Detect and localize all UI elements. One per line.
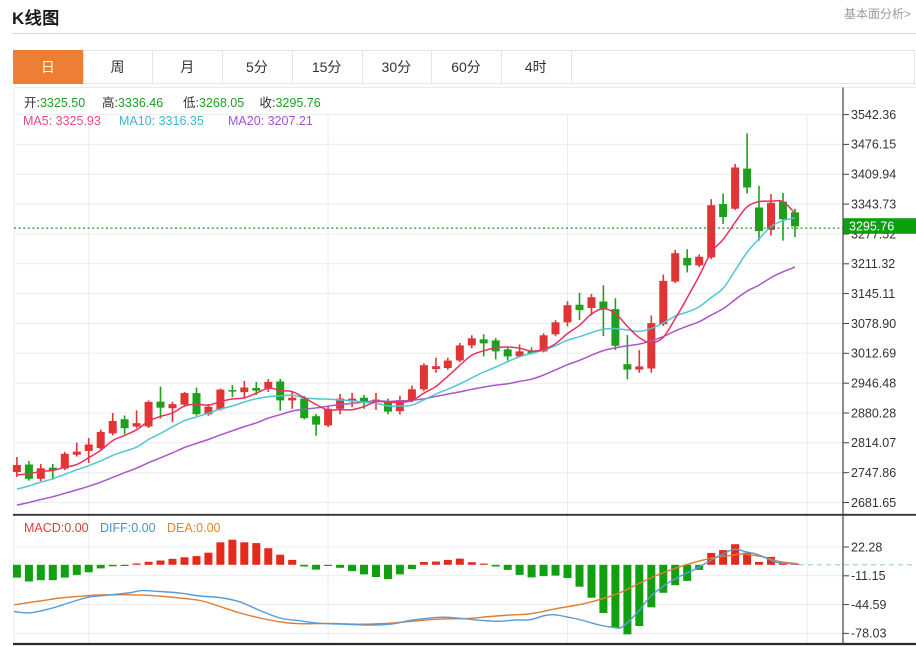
svg-text:3343.73: 3343.73 [851, 197, 896, 211]
svg-text:3145.11: 3145.11 [851, 287, 895, 301]
svg-text:3211.32: 3211.32 [851, 257, 895, 271]
svg-text:2946.48: 2946.48 [851, 377, 896, 391]
svg-text:3476.15: 3476.15 [851, 138, 896, 152]
svg-text:3295.76: 3295.76 [849, 220, 894, 234]
svg-text:3542.36: 3542.36 [851, 108, 896, 122]
svg-text:2747.86: 2747.86 [851, 466, 896, 480]
svg-text:3409.94: 3409.94 [851, 168, 896, 182]
svg-text:-78.03: -78.03 [851, 627, 886, 641]
svg-text:22.28: 22.28 [851, 540, 882, 554]
svg-text:2681.65: 2681.65 [851, 496, 896, 510]
svg-text:2880.28: 2880.28 [851, 406, 896, 420]
svg-text:-11.15: -11.15 [851, 569, 886, 583]
svg-text:-44.59: -44.59 [851, 598, 886, 612]
svg-text:2814.07: 2814.07 [851, 436, 896, 450]
svg-text:3078.90: 3078.90 [851, 317, 896, 331]
svg-text:3012.69: 3012.69 [851, 347, 896, 361]
